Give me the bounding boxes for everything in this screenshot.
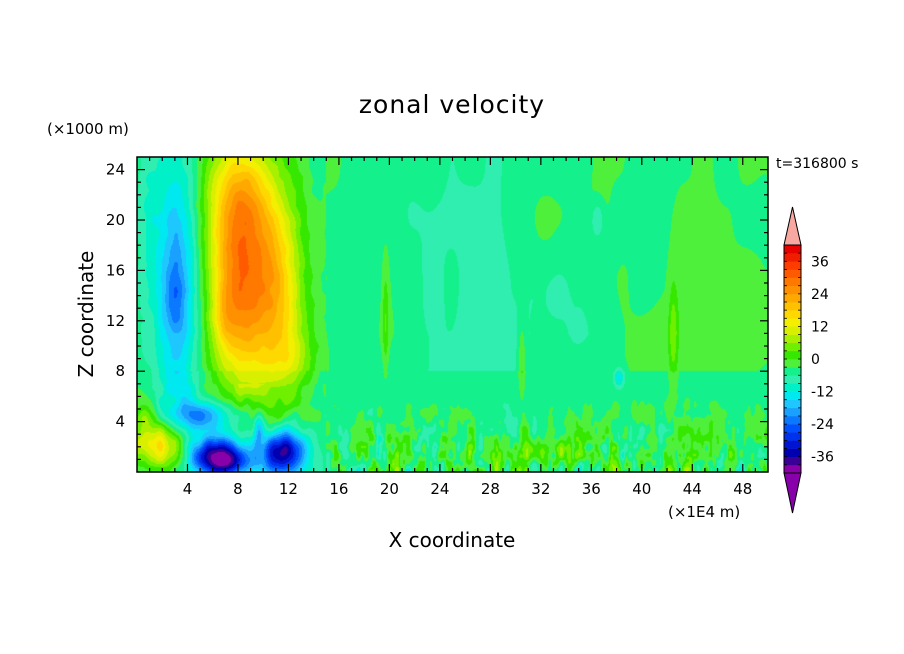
x-tick-label: 4 — [183, 480, 193, 498]
x-tick-label: 20 — [380, 480, 399, 498]
y-unit-label: (×1000 m) — [47, 120, 129, 138]
colorbar-tick-label: -24 — [811, 417, 834, 433]
colorbar-swatch — [784, 261, 801, 270]
colorbar-under-triangle — [783, 472, 802, 514]
x-axis-label: X coordinate — [389, 528, 516, 552]
y-axis-label: Z coordinate — [74, 251, 98, 378]
colorbar-swatch — [784, 407, 801, 417]
colorbar-swatch — [784, 302, 801, 311]
y-tick-label: 24 — [106, 161, 125, 179]
colorbar-swatch — [784, 318, 801, 327]
y-tick-label: 8 — [115, 362, 125, 380]
colorbar-tick-label: -12 — [811, 385, 834, 401]
colorbar-swatch — [784, 326, 801, 335]
x-tick-label: 8 — [233, 480, 243, 498]
colorbar-swatch — [784, 293, 801, 303]
x-tick-label: 44 — [683, 480, 702, 498]
y-tick-label: 12 — [106, 312, 125, 330]
colorbar-swatch — [784, 253, 801, 262]
colorbar-over-triangle — [783, 206, 802, 246]
colorbar-swatch — [784, 448, 801, 458]
colorbar-swatch — [784, 350, 801, 360]
y-tick-label: 4 — [115, 413, 125, 431]
colorbar-swatch — [784, 375, 801, 384]
colorbar-swatch — [784, 440, 801, 449]
x-tick-label: 12 — [279, 480, 298, 498]
x-tick-label: 36 — [582, 480, 601, 498]
colorbar-tick-label: 12 — [811, 319, 829, 335]
chart-title: zonal velocity — [359, 90, 545, 119]
colorbar: 36 24 12 0 -12 -24 -36 — [783, 206, 834, 514]
colorbar-swatch — [784, 383, 801, 392]
x-unit-label: (×1E4 m) — [668, 503, 740, 521]
colorbar-swatch — [784, 399, 801, 409]
colorbar-swatch — [784, 277, 801, 287]
x-tick-label: 24 — [430, 480, 449, 498]
x-tick-label: 32 — [531, 480, 550, 498]
colorbar-swatch — [784, 432, 801, 441]
x-tick-label: 16 — [329, 480, 348, 498]
colorbar-swatch — [784, 245, 801, 254]
colorbar-swatch — [784, 391, 801, 401]
colorbar-tick-label: 0 — [811, 352, 820, 368]
colorbar-tick-label: 24 — [811, 287, 829, 303]
colorbar-swatch — [784, 456, 801, 466]
y-tick-label: 16 — [106, 261, 125, 279]
x-axis: 4 8 12 16 20 24 28 32 36 40 44 48 — [149, 157, 756, 498]
x-tick-label: 28 — [481, 480, 500, 498]
colorbar-tick-label: -36 — [811, 450, 834, 466]
y-axis: 4 8 12 16 20 24 — [106, 161, 768, 460]
colorbar-swatch — [784, 334, 801, 344]
colorbar-swatch — [784, 424, 801, 433]
x-tick-label: 48 — [733, 480, 752, 498]
colorbar-tick-label: 36 — [811, 254, 829, 270]
colorbar-swatch — [784, 269, 801, 278]
colorbar-swatch — [784, 367, 801, 376]
plot-area — [136, 156, 769, 473]
colorbar-swatch — [784, 342, 801, 352]
y-tick-label: 20 — [106, 211, 125, 229]
velocity-field — [137, 157, 768, 472]
time-label: t=316800 s — [776, 156, 858, 172]
colorbar-swatch — [784, 359, 801, 368]
colorbar-swatch — [784, 285, 801, 295]
colorbar-swatch — [784, 416, 801, 425]
colorbar-swatch — [784, 310, 801, 319]
x-tick-label: 40 — [632, 480, 651, 498]
colorbar-swatch — [784, 464, 801, 474]
